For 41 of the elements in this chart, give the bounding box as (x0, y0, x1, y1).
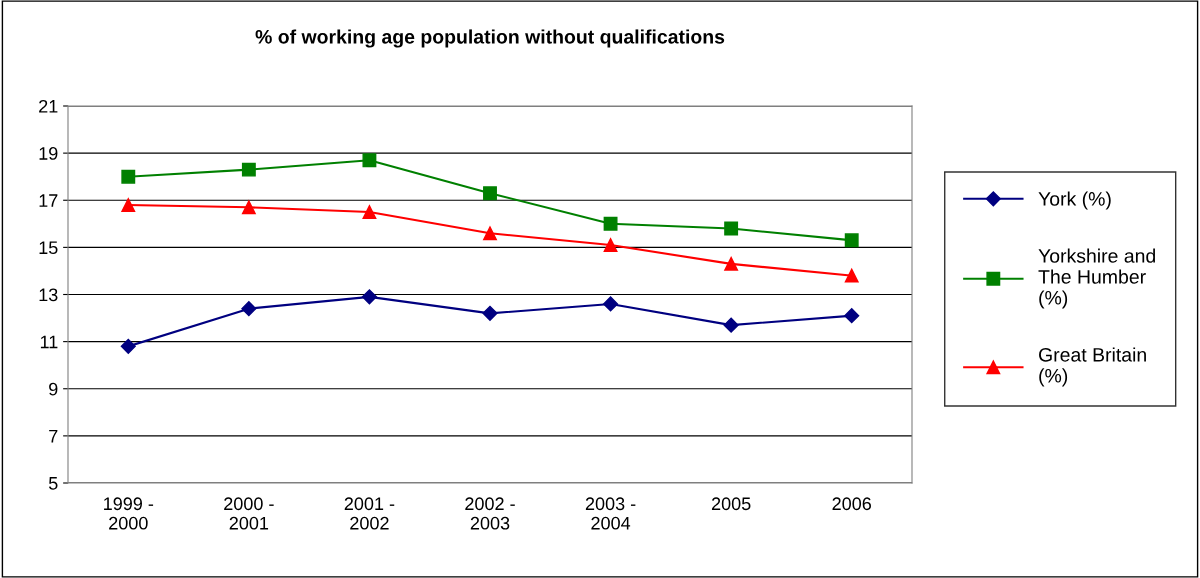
point (603, 238, 618, 252)
point (241, 301, 257, 317)
point (241, 162, 256, 177)
legend-label: Yorkshire and The Humber (%) (1038, 248, 1155, 309)
point (241, 200, 256, 215)
chart-title: % of working age population without qualifications (255, 29, 725, 48)
point (603, 296, 619, 312)
point (482, 305, 498, 321)
point (121, 169, 136, 184)
legend-label: York (%) (1038, 191, 1111, 210)
point (844, 233, 859, 248)
point (724, 221, 739, 236)
legend-label: Great Britain (%) (1039, 347, 1146, 387)
point (724, 256, 739, 271)
y-tick-label: 19 (39, 147, 58, 160)
y-tick-label: 17 (39, 194, 58, 207)
y-tick-label: 13 (39, 288, 58, 302)
y-tick-label: 21 (39, 99, 58, 113)
point (362, 153, 377, 168)
point (844, 268, 859, 283)
x-tick-label: 2000 - 2001 (224, 497, 274, 530)
point (483, 186, 497, 201)
y-tick-label: 7 (49, 430, 58, 443)
y-tick-label: 9 (49, 382, 58, 396)
point (483, 226, 497, 241)
point (844, 308, 860, 324)
point (361, 289, 377, 305)
x-tick-label: 1999 - 2000 (104, 497, 154, 530)
x-tick-label: 2005 (711, 497, 751, 511)
x-tick-label: 2002 - 2003 (465, 497, 515, 530)
point (603, 216, 618, 231)
point (362, 205, 377, 219)
y-tick-label: 11 (40, 335, 58, 349)
x-tick-label: 2003 - 2004 (585, 497, 636, 530)
y-tick-label: 5 (48, 477, 58, 490)
point (120, 338, 136, 354)
x-tick-label: 2001 - 2002 (344, 497, 395, 530)
point (121, 198, 136, 212)
x-tick-label: 2006 (832, 497, 872, 511)
point (723, 317, 739, 333)
y-tick-label: 15 (39, 241, 58, 255)
